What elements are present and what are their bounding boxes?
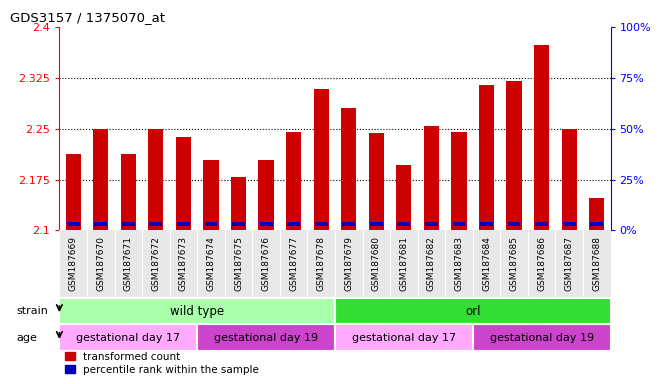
Bar	[148, 129, 164, 230]
Text: GSM187680: GSM187680	[372, 236, 381, 291]
Text: age: age	[16, 333, 38, 343]
Text: gestational day 17: gestational day 17	[76, 333, 180, 343]
Bar	[369, 133, 384, 230]
Bar	[203, 160, 218, 230]
Bar	[535, 222, 548, 226]
Bar	[562, 129, 577, 230]
Bar	[93, 129, 108, 230]
Bar	[59, 298, 335, 324]
Bar	[451, 132, 467, 230]
Text: GSM187669: GSM187669	[69, 236, 78, 291]
Bar	[335, 298, 610, 324]
Text: GSM187679: GSM187679	[345, 236, 353, 291]
Bar	[396, 165, 411, 230]
Bar	[177, 222, 190, 226]
Text: GSM187674: GSM187674	[207, 236, 215, 291]
Text: GSM187677: GSM187677	[289, 236, 298, 291]
Text: GSM187670: GSM187670	[96, 236, 105, 291]
Text: GSM187681: GSM187681	[399, 236, 409, 291]
Bar	[315, 222, 327, 226]
Text: orl: orl	[465, 305, 480, 318]
Bar	[425, 222, 438, 226]
Bar	[341, 108, 356, 230]
Text: GSM187684: GSM187684	[482, 236, 491, 291]
Bar	[508, 222, 521, 226]
Bar	[122, 222, 135, 226]
Bar	[453, 222, 465, 226]
Text: wild type: wild type	[170, 305, 224, 318]
Bar	[534, 45, 549, 230]
Bar	[370, 222, 383, 226]
Text: GSM187683: GSM187683	[455, 236, 463, 291]
Bar	[589, 198, 605, 230]
Legend: transformed count, percentile rank within the sample: transformed count, percentile rank withi…	[65, 352, 259, 375]
Text: strain: strain	[16, 306, 48, 316]
Bar	[231, 177, 246, 230]
Text: gestational day 17: gestational day 17	[352, 333, 456, 343]
Text: GDS3157 / 1375070_at: GDS3157 / 1375070_at	[10, 11, 165, 24]
Bar	[335, 324, 473, 351]
Bar	[287, 222, 300, 226]
Text: GSM187682: GSM187682	[427, 236, 436, 291]
Bar	[121, 154, 136, 230]
Text: gestational day 19: gestational day 19	[214, 333, 318, 343]
Bar	[65, 154, 81, 230]
Bar	[506, 81, 521, 230]
Bar	[149, 222, 162, 226]
Bar	[590, 222, 603, 226]
Text: GSM187678: GSM187678	[317, 236, 325, 291]
Text: GSM187671: GSM187671	[124, 236, 133, 291]
Bar	[176, 137, 191, 230]
Bar	[314, 89, 329, 230]
Bar	[232, 222, 245, 226]
Bar	[563, 222, 576, 226]
Bar	[59, 324, 197, 351]
Bar	[197, 324, 335, 351]
Text: GSM187676: GSM187676	[261, 236, 271, 291]
Text: GSM187687: GSM187687	[565, 236, 574, 291]
Bar	[424, 126, 439, 230]
Bar	[259, 222, 273, 226]
Bar	[479, 85, 494, 230]
Bar	[67, 222, 80, 226]
Text: GSM187673: GSM187673	[179, 236, 188, 291]
Text: gestational day 19: gestational day 19	[490, 333, 594, 343]
Text: GSM187675: GSM187675	[234, 236, 243, 291]
Bar	[343, 222, 355, 226]
Bar	[397, 222, 411, 226]
Bar	[259, 160, 274, 230]
Text: GSM187686: GSM187686	[537, 236, 546, 291]
Bar	[205, 222, 217, 226]
Text: GSM187685: GSM187685	[510, 236, 519, 291]
Text: GSM187672: GSM187672	[151, 236, 160, 291]
Bar	[286, 132, 301, 230]
Bar	[480, 222, 493, 226]
Text: GSM187688: GSM187688	[592, 236, 601, 291]
Bar	[473, 324, 610, 351]
Bar	[94, 222, 107, 226]
